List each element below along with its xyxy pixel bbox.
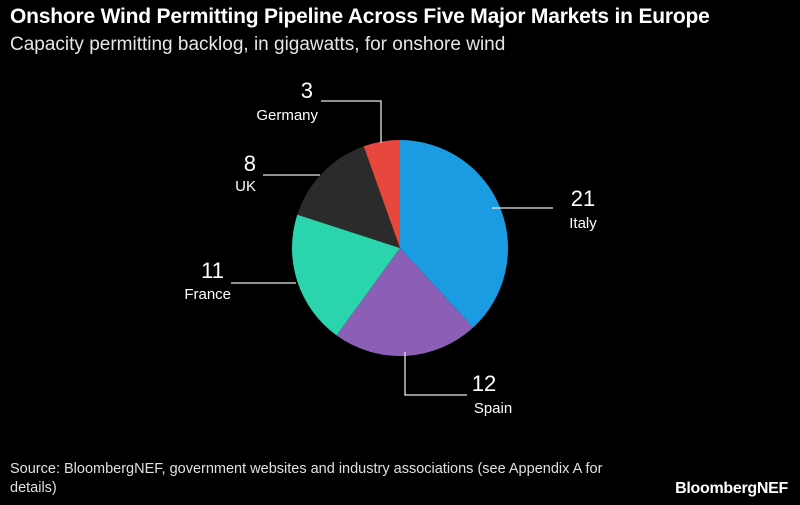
pie-chart: 21 Italy 12 Spain 11 France 8 UK 3 Germany: [184, 78, 597, 417]
chart-title: Onshore Wind Permitting Pipeline Across …: [10, 5, 710, 28]
data-label-name-france: France: [184, 286, 231, 303]
chart-subtitle: Capacity permitting backlog, in gigawatt…: [10, 34, 506, 55]
data-label-value-italy: 21: [571, 186, 595, 211]
pie-slice-germany: [363, 140, 400, 248]
data-label-value-spain: 12: [472, 371, 496, 396]
pie-slice-france: [292, 214, 400, 336]
pie-slice-uk: [297, 146, 400, 248]
pie-slice-italy: [400, 140, 509, 328]
leader-line-spain: [404, 352, 467, 396]
pie-slice-spain: [336, 248, 474, 356]
data-label-name-italy: Italy: [569, 215, 597, 232]
data-label-value-france: 11: [201, 258, 224, 283]
source-note: Source: BloombergNEF, government website…: [10, 461, 603, 496]
brand-logo: BloombergNEF: [675, 480, 788, 497]
leader-line-germany: [321, 100, 382, 143]
data-label-value-germany: 3: [301, 78, 313, 103]
data-label-name-uk: UK: [235, 178, 256, 195]
data-label-name-germany: Germany: [256, 107, 318, 124]
data-label-name-spain: Spain: [474, 400, 512, 417]
data-label-value-uk: 8: [244, 151, 256, 176]
